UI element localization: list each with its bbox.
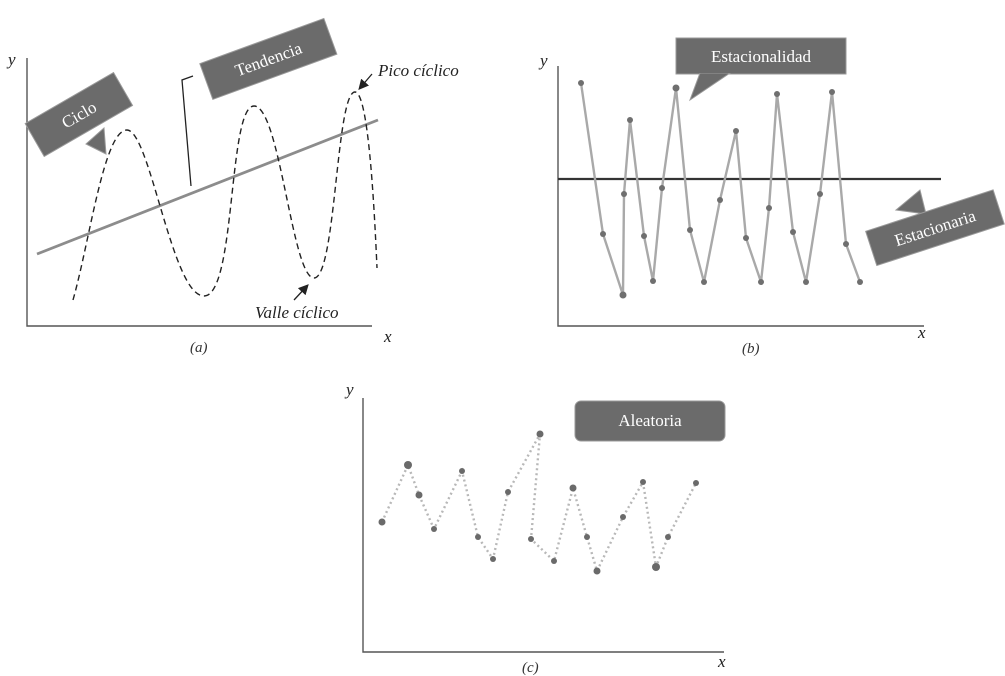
seasonal-point — [766, 205, 772, 211]
cycle-callout: Ciclo — [24, 71, 134, 158]
seasonal-point — [672, 84, 680, 92]
panel-b: y x (b) — [538, 37, 1005, 357]
random-point — [528, 536, 534, 542]
seasonal-point — [621, 191, 627, 197]
random-point — [505, 489, 511, 495]
panel-b-axes — [557, 66, 924, 327]
seasonal-point — [817, 191, 823, 197]
panel-a-x-axis-label: x — [383, 327, 392, 346]
random-point — [459, 468, 465, 474]
stationary-callout-box — [865, 189, 1005, 267]
seasonality-callout: Estacionalidad — [675, 37, 847, 102]
seasonal-point — [717, 197, 723, 203]
seasonal-point — [790, 229, 796, 235]
panel-c: y x (c) Aleatoria — [344, 380, 726, 676]
random-point — [693, 480, 699, 486]
random-series-line — [380, 433, 698, 575]
seasonality-callout-fill — [677, 39, 845, 73]
random-callout-box — [574, 400, 726, 442]
seasonal-point — [578, 80, 584, 86]
peak-annotation: Pico cíclico — [377, 61, 459, 80]
random-point — [620, 514, 626, 520]
seasonal-point — [774, 91, 780, 97]
stationary-callout-pointer — [894, 189, 927, 215]
cycle-callout-pointer — [85, 126, 107, 155]
seasonality-callout-pointer — [688, 72, 732, 102]
panel-b-label: (b) — [742, 341, 760, 357]
seasonal-point — [641, 233, 647, 239]
panel-b-y-axis-label: y — [538, 51, 548, 70]
seasonal-point — [758, 279, 764, 285]
random-point — [415, 491, 423, 499]
trough-arrow — [293, 284, 309, 301]
random-point — [404, 461, 412, 469]
random-point — [640, 479, 646, 485]
panel-a-y-axis-label: y — [6, 50, 16, 69]
random-callout: Aleatoria — [574, 400, 726, 442]
trend-pointer-line — [181, 75, 194, 187]
trend-callout-box — [199, 17, 338, 101]
random-point — [652, 563, 660, 571]
random-point — [431, 526, 437, 532]
panel-a: y x (a) Ciclo Tendencia Pico cíclico Val… — [6, 17, 459, 356]
trend-line — [36, 118, 379, 256]
seasonal-series-points — [578, 80, 863, 299]
seasonal-point — [650, 278, 656, 284]
seasonal-point — [627, 117, 633, 123]
seasonal-point — [687, 227, 693, 233]
seasonal-point — [843, 241, 849, 247]
seasonal-point — [743, 235, 749, 241]
panel-a-label: (a) — [190, 340, 208, 356]
panel-b-x-axis-label: x — [917, 323, 926, 342]
random-point — [551, 558, 557, 564]
random-callout-text: Aleatoria — [618, 411, 682, 430]
seasonal-point — [600, 231, 606, 237]
panel-c-x-axis-label: x — [717, 652, 726, 671]
random-point — [536, 430, 544, 438]
random-point — [490, 556, 496, 562]
stationary-callout: Estacionaria — [865, 189, 1005, 267]
cycle-dashed-curve — [72, 91, 378, 301]
panel-c-axes — [362, 398, 724, 653]
random-series-points — [378, 430, 699, 575]
trend-callout: Tendencia — [199, 17, 338, 101]
panel-c-label: (c) — [522, 660, 539, 676]
seasonal-point — [829, 89, 835, 95]
panel-a-axes — [26, 58, 372, 327]
seasonal-point — [803, 279, 809, 285]
random-point — [593, 567, 601, 575]
random-point — [665, 534, 671, 540]
random-point — [569, 484, 577, 492]
seasonality-callout-text: Estacionalidad — [711, 47, 812, 66]
random-point — [378, 518, 386, 526]
trough-annotation: Valle cíclico — [255, 303, 339, 322]
random-point — [584, 534, 590, 540]
seasonal-point — [733, 128, 739, 134]
peak-arrow — [358, 73, 373, 90]
seasonal-point — [619, 291, 627, 299]
seasonal-point — [701, 279, 707, 285]
seasonal-point — [659, 185, 665, 191]
cycle-callout-box — [24, 71, 134, 158]
seasonal-point — [857, 279, 863, 285]
random-point — [475, 534, 481, 540]
panel-c-y-axis-label: y — [344, 380, 354, 399]
seasonal-series-line — [579, 82, 862, 296]
